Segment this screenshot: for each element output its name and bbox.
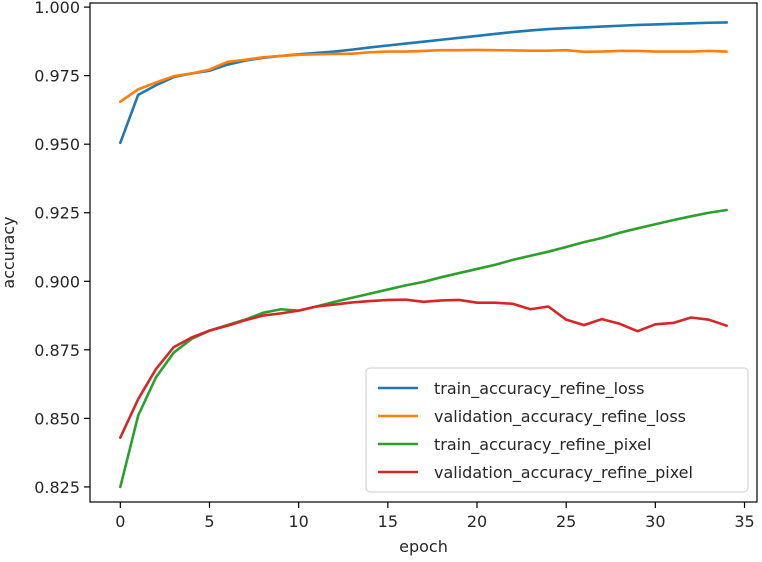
y-axis: 0.825 0.850 0.875 0.900 0.925 0.950 0.975 1.000: [34, 0, 90, 497]
legend: train_accuracy_refine_loss validation_acc…: [365, 367, 749, 493]
x-tick-label: 20: [467, 512, 487, 531]
x-axis-label: epoch: [399, 537, 448, 556]
y-tick-label: 0.925: [34, 204, 80, 223]
x-tick-label: 5: [204, 512, 214, 531]
x-tick-label: 0: [115, 512, 125, 531]
x-axis: 0 5 10 15 20 25 30 35: [115, 502, 755, 531]
y-axis-label: accuracy: [0, 216, 18, 288]
y-tick-label: 0.975: [34, 67, 80, 86]
series-line-train-accuracy-refine-loss: [119, 21, 728, 145]
y-tick-label: 1.000: [34, 0, 80, 17]
y-tick-label: 0.875: [34, 341, 80, 360]
x-tick-label: 30: [645, 512, 665, 531]
y-tick-label: 0.950: [34, 135, 80, 154]
x-tick-label: 35: [734, 512, 754, 531]
y-tick-label: 0.825: [34, 478, 80, 497]
y-tick-label: 0.900: [34, 272, 80, 291]
legend-entry-label: validation_accuracy_refine_pixel: [434, 463, 693, 483]
x-tick-label: 15: [378, 512, 398, 531]
axes-frame: [89, 2, 758, 503]
series-line-validation-accuracy-refine-loss: [119, 48, 728, 103]
x-tick-label: 10: [288, 512, 308, 531]
series-layer: [119, 21, 728, 489]
x-tick-label: 25: [556, 512, 576, 531]
legend-entry-label: validation_accuracy_refine_loss: [434, 407, 686, 427]
series-line-validation-accuracy-refine-pixel: [119, 298, 728, 439]
legend-entry-label: train_accuracy_refine_pixel: [434, 435, 651, 455]
y-tick-label: 0.850: [34, 409, 80, 428]
legend-entry-label: train_accuracy_refine_loss: [434, 379, 644, 399]
legend-box: [365, 367, 749, 493]
